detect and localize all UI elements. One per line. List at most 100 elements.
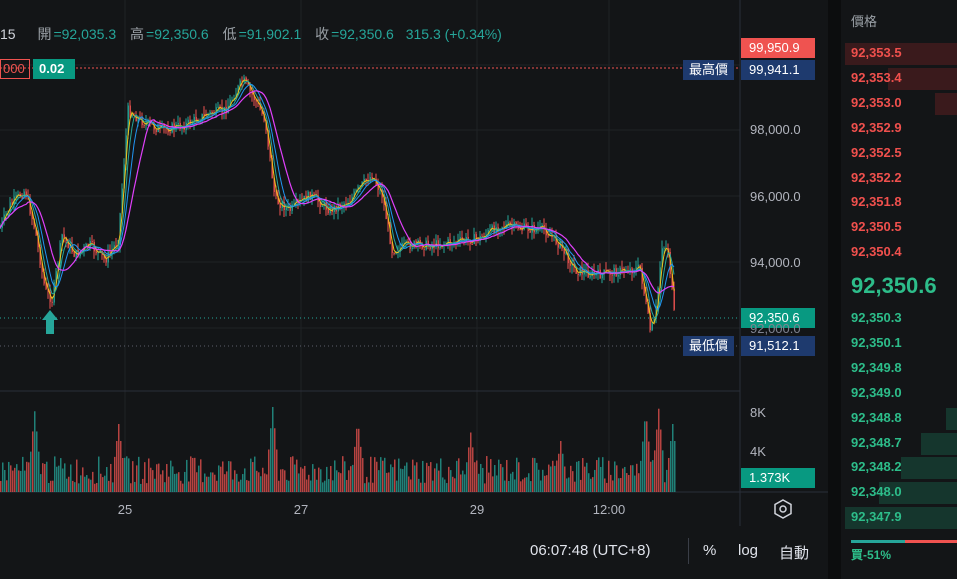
price-chart[interactable]: 15 開 =92,035.3 高 =92,350.6 低 =91,902.1 收 =92…	[0, 0, 828, 579]
volume-bar	[450, 470, 452, 492]
chart-canvas[interactable]	[0, 0, 828, 579]
candle-body	[331, 206, 333, 212]
bid-price: 92,349.0	[851, 384, 902, 400]
volume-bar	[10, 465, 12, 492]
candle-body	[581, 267, 583, 275]
volume-bar	[50, 480, 52, 492]
volume-bar	[518, 462, 520, 492]
volume-bar	[672, 424, 674, 492]
volume-bar	[274, 428, 276, 492]
volume-bar	[192, 457, 194, 492]
volume-bar	[106, 467, 108, 492]
volume-bar	[562, 453, 564, 492]
volume-bar	[238, 481, 240, 492]
candle-body	[103, 255, 105, 259]
volume-bar	[22, 456, 24, 492]
bid-row[interactable]: 92,349.8	[841, 356, 957, 380]
bid-depth-bar	[845, 507, 957, 530]
volume-bar	[558, 453, 560, 492]
percent-scale-button[interactable]: %	[703, 542, 717, 559]
ask-row[interactable]: 92,352.9	[841, 116, 957, 140]
volume-bar	[658, 408, 660, 492]
ask-row[interactable]: 92,353.0	[841, 91, 957, 115]
volume-bar	[580, 479, 582, 492]
bid-row[interactable]: 92,347.9	[841, 505, 957, 530]
ask-row[interactable]: 92,350.5	[841, 215, 957, 239]
ask-row[interactable]: 92,350.4	[841, 240, 957, 264]
ask-row[interactable]: 92,353.4	[841, 66, 957, 90]
volume-bar	[548, 464, 550, 492]
candle-body	[411, 247, 413, 250]
candle-body	[611, 274, 613, 276]
candle-body	[287, 205, 289, 207]
volume-bar	[460, 474, 462, 492]
bid-row[interactable]: 92,348.7	[841, 431, 957, 455]
volume-bar	[70, 464, 72, 492]
auto-scale-button[interactable]: 自動	[779, 545, 810, 562]
candle-body	[343, 203, 345, 207]
candle-body	[267, 130, 269, 147]
volume-bar	[568, 477, 570, 492]
volume-bar	[150, 467, 152, 492]
log-scale-button[interactable]: log	[738, 542, 759, 559]
y-tick-label: 96,000.0	[750, 189, 801, 204]
volume-bar	[168, 476, 170, 492]
ask-row[interactable]: 92,351.8	[841, 190, 957, 214]
candle-body	[229, 99, 231, 106]
bid-row[interactable]: 92,348.8	[841, 406, 957, 430]
volume-bar	[112, 482, 114, 492]
volume-bar	[410, 479, 412, 492]
volume-bar	[406, 462, 408, 492]
volume-bar	[566, 478, 568, 492]
ask-row[interactable]: 92,352.5	[841, 141, 957, 165]
candle-body	[285, 206, 287, 211]
ask-price: 92,353.5	[851, 45, 902, 60]
ask-depth-bar	[845, 43, 957, 65]
volume-bar	[214, 474, 216, 492]
volume-bar	[626, 473, 628, 492]
volume-bar	[534, 458, 536, 492]
candle-body	[169, 132, 171, 134]
volume-bar	[576, 461, 578, 492]
volume-bar	[374, 457, 376, 492]
volume-bar	[254, 456, 256, 492]
volume-bar	[156, 464, 158, 492]
volume-bar	[512, 471, 514, 492]
bid-price: 92,347.9	[851, 509, 902, 525]
bid-row[interactable]: 92,349.0	[841, 381, 957, 405]
volume-bar	[88, 478, 90, 492]
volume-bar	[346, 479, 348, 492]
ask-row[interactable]: 92,352.2	[841, 166, 957, 190]
candle-body	[363, 178, 365, 182]
bid-row[interactable]: 92,350.1	[841, 331, 957, 355]
candle-body	[663, 248, 665, 250]
settings-button[interactable]	[772, 498, 794, 520]
volume-bar	[620, 478, 622, 492]
volume-bar	[494, 465, 496, 492]
volume-bar	[146, 483, 148, 492]
bid-row[interactable]: 92,348.0	[841, 480, 957, 505]
ask-row[interactable]: 92,353.5	[841, 41, 957, 65]
volume-bar	[378, 470, 380, 492]
volume-bar	[356, 428, 358, 492]
bid-row[interactable]: 92,348.2	[841, 455, 957, 480]
candle-body	[141, 117, 143, 126]
volume-bar	[134, 481, 136, 492]
volume-bar	[190, 456, 192, 492]
volume-bar	[322, 482, 324, 492]
volume-bar	[148, 458, 150, 492]
panel-divider[interactable]	[828, 0, 841, 579]
volume-bar	[586, 462, 588, 492]
bid-row[interactable]: 92,350.3	[841, 306, 957, 330]
volume-bar	[564, 466, 566, 492]
volume-bar	[394, 459, 396, 492]
volume-bar	[116, 441, 118, 492]
volume-bar	[294, 464, 296, 492]
candle-body	[641, 267, 643, 284]
clock-display[interactable]: 06:07:48 (UTC+8)	[530, 542, 651, 559]
volume-bar	[546, 475, 548, 492]
candle-body	[245, 77, 247, 82]
volume-bar	[114, 456, 116, 492]
ask-depth-bar	[887, 67, 957, 90]
candle-body	[427, 240, 429, 246]
